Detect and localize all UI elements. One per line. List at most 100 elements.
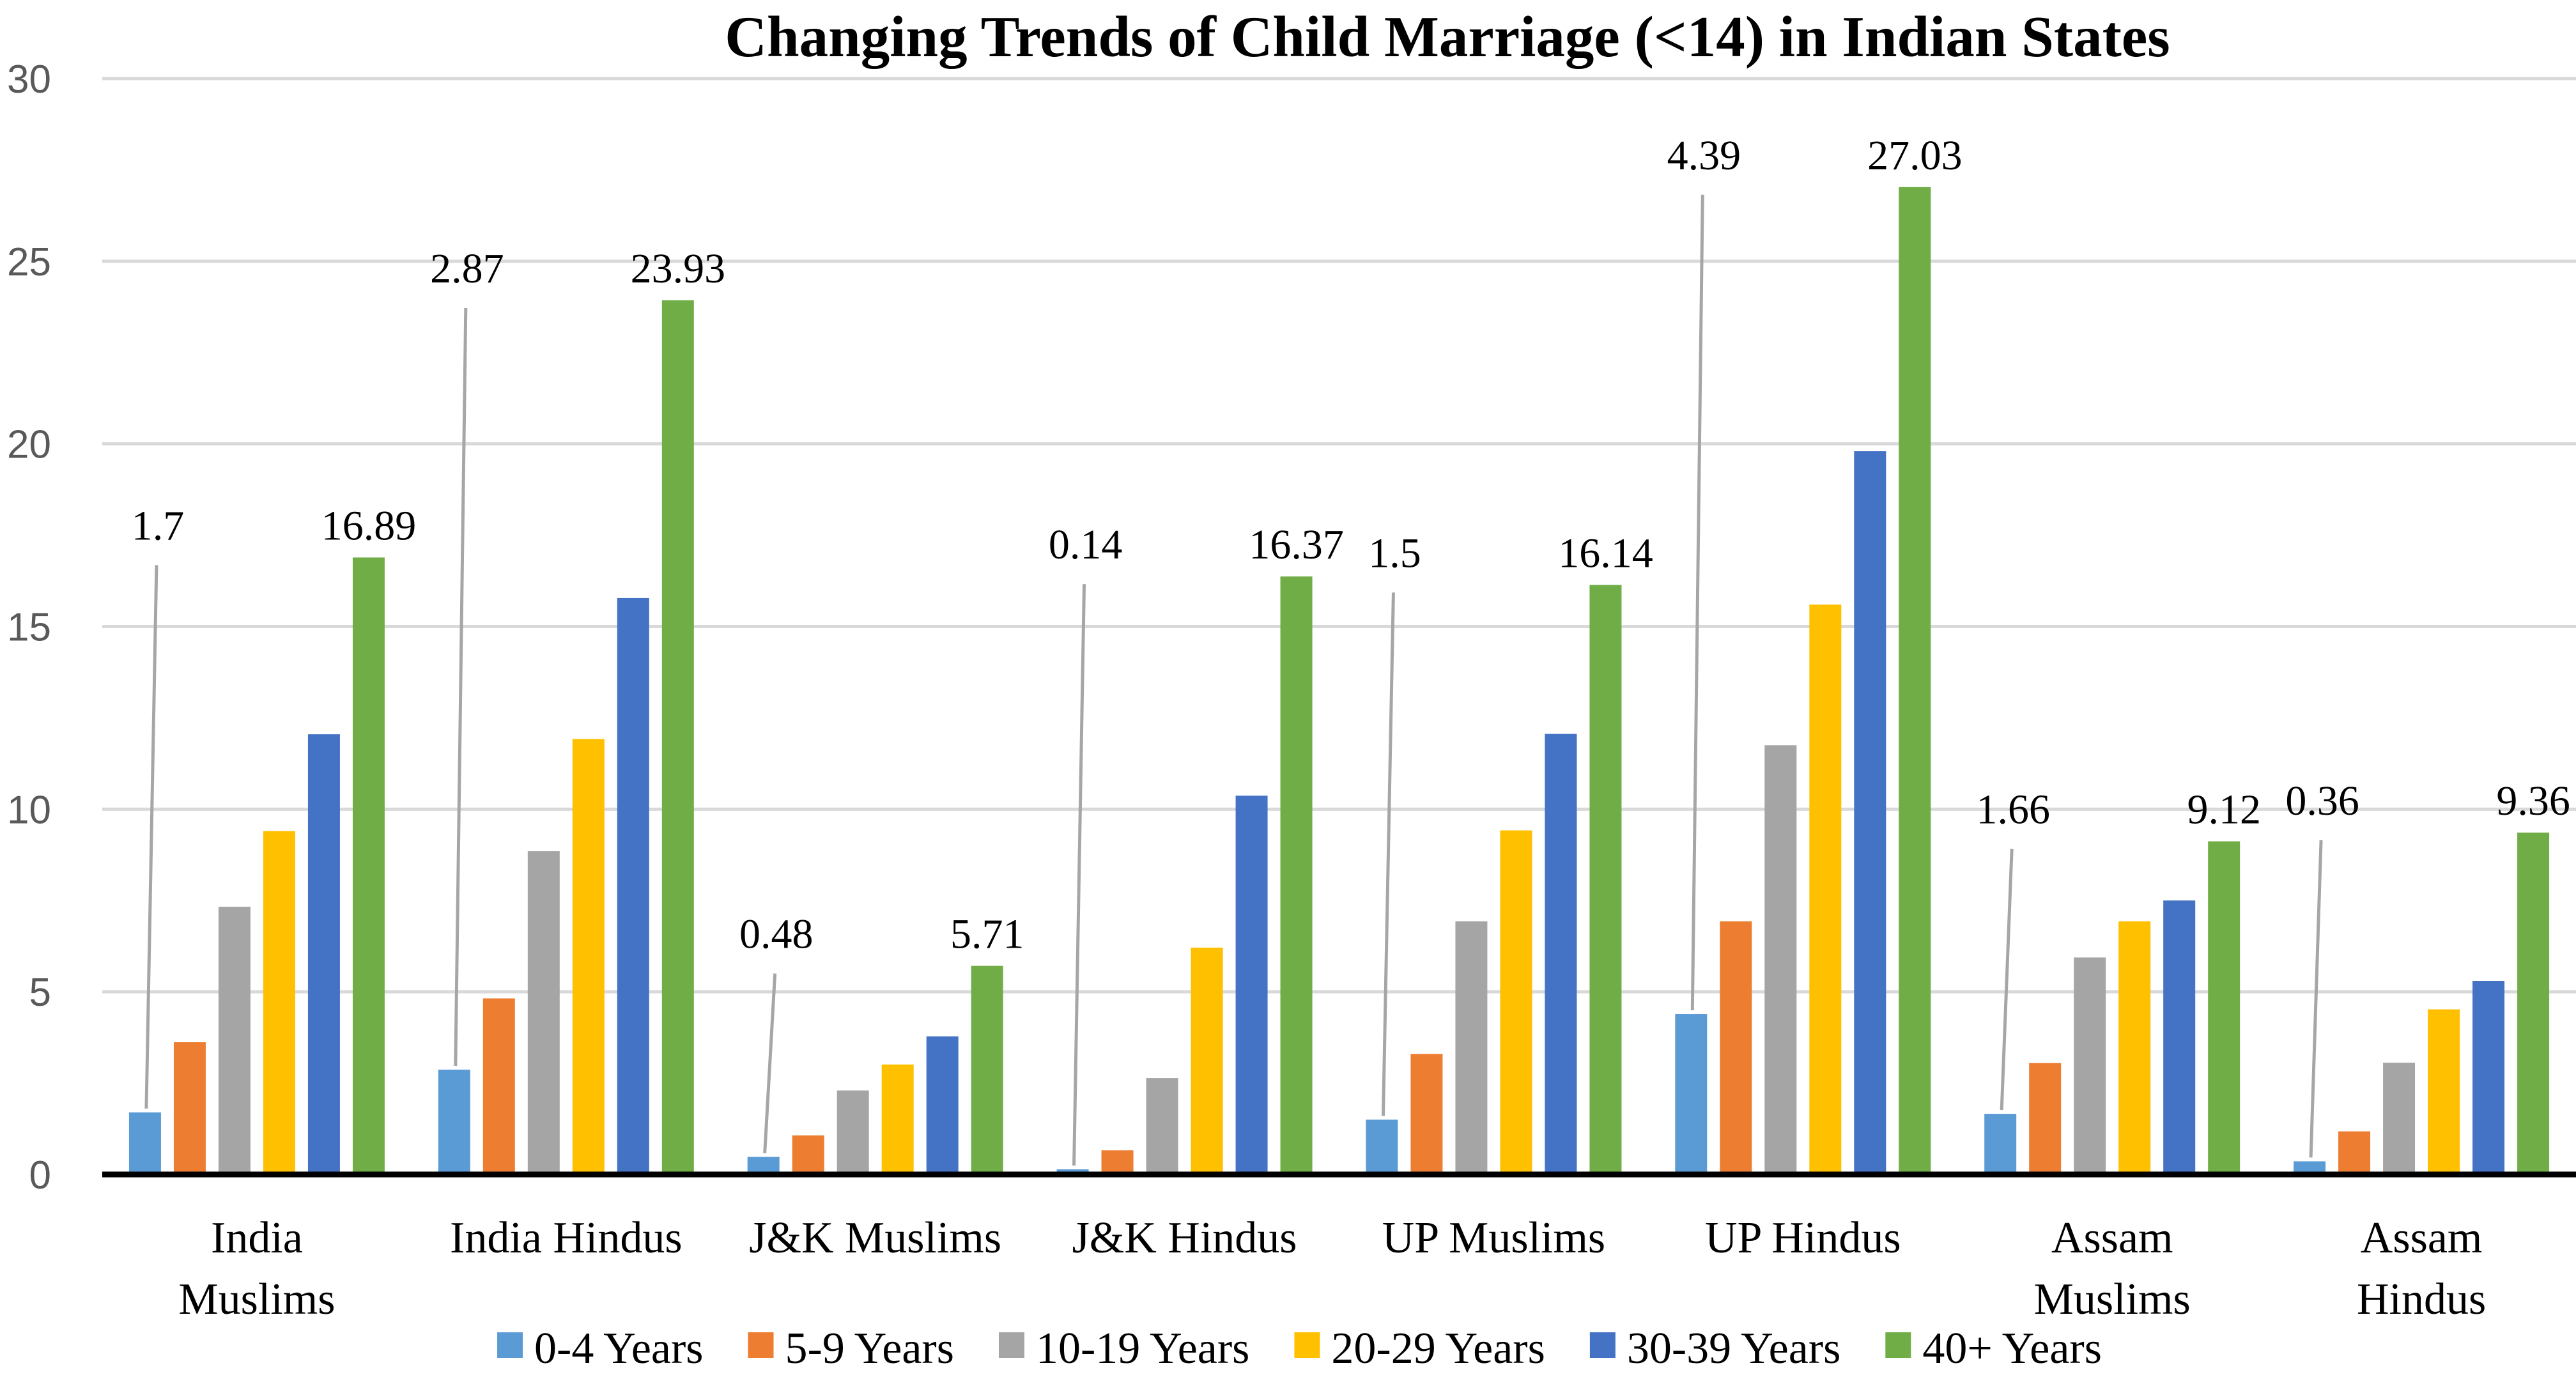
bar-40-years-1: [661, 300, 694, 1174]
bar-0-4-years-0: [128, 1112, 161, 1174]
legend-item-30-39-years: 30-39 Years: [1589, 1324, 1840, 1373]
data-label-0-4: 1.7: [132, 502, 185, 549]
data-label-0-4: 4.39: [1667, 132, 1741, 179]
bar-5-9-years-6: [2029, 1063, 2062, 1174]
legend-item-5-9-years: 5-9 Years: [748, 1324, 954, 1373]
bar-5-9-years-5: [1720, 921, 1752, 1174]
bar-0-4-years-1: [438, 1069, 470, 1174]
chart-title: Changing Trends of Child Marriage (<14) …: [725, 4, 2170, 69]
leader-line: [144, 565, 158, 1109]
bar-30-39-years-0: [307, 734, 340, 1174]
bar-40-years-0: [352, 557, 385, 1174]
data-label-40plus: 16.14: [1558, 530, 1653, 576]
y-tick-label: 15: [7, 606, 51, 650]
legend-swatch: [998, 1332, 1024, 1358]
legend-label: 20-29 Years: [1331, 1324, 1545, 1373]
legend-item-40-years: 40+ Years: [1885, 1324, 2102, 1373]
bar-40-years-6: [2208, 841, 2241, 1174]
bar-10-19-years-4: [1455, 921, 1488, 1174]
bar-20-29-years-5: [1809, 604, 1842, 1174]
bar-0-4-years-5: [1675, 1014, 1708, 1174]
data-label-40plus: 5.71: [950, 911, 1024, 958]
x-tick-label: India Hindus: [450, 1213, 683, 1263]
x-tick-label: Muslims: [178, 1275, 335, 1324]
bar-10-19-years-6: [2074, 957, 2106, 1174]
leader-line: [2309, 840, 2323, 1158]
bars: [128, 187, 2550, 1174]
leader-line: [454, 307, 468, 1066]
data-label-40plus: 9.12: [2187, 787, 2261, 833]
legend-swatch: [1885, 1332, 1911, 1358]
bar-5-9-years-2: [792, 1135, 824, 1174]
bar-5-9-years-7: [2338, 1131, 2371, 1174]
x-tick-label: Assam: [2051, 1213, 2173, 1263]
y-tick-label: 30: [7, 58, 51, 102]
data-label-0-4: 1.5: [1368, 530, 1421, 576]
y-tick-label: 20: [7, 423, 51, 467]
data-label-40plus: 27.03: [1867, 132, 1963, 179]
data-label-0-4: 1.66: [1976, 787, 2050, 833]
x-tick-label: India: [211, 1213, 303, 1263]
bar-40-years-3: [1280, 576, 1313, 1174]
bar-0-4-years-7: [2294, 1161, 2326, 1174]
bar-30-39-years-7: [2472, 981, 2505, 1174]
bar-30-39-years-6: [2163, 900, 2196, 1174]
bar-20-29-years-6: [2118, 921, 2151, 1174]
data-label-40plus: 23.93: [631, 245, 726, 292]
x-axis: India Muslims India Hindus J&K Muslims J&K H…: [178, 1213, 2486, 1324]
y-tick-label: 5: [29, 971, 51, 1015]
bar-10-19-years-7: [2383, 1063, 2416, 1174]
bar-20-29-years-7: [2428, 1009, 2460, 1174]
data-label-0-4: 0.48: [739, 911, 814, 958]
bar-30-39-years-4: [1545, 734, 1577, 1174]
legend: 0-4 Years 5-9 Years 10-19 Years 20-29 Years…: [497, 1324, 2102, 1373]
bar-5-9-years-3: [1101, 1150, 1134, 1174]
leader-line: [1690, 194, 1704, 1011]
x-tick-label: Hindus: [2357, 1275, 2486, 1324]
data-label-0-4: 2.87: [430, 245, 504, 292]
legend-swatch: [748, 1332, 774, 1358]
bar-10-19-years-1: [527, 851, 560, 1174]
bar-20-29-years-3: [1191, 947, 1223, 1174]
legend-swatch: [497, 1332, 523, 1358]
bar-0-4-years-4: [1366, 1120, 1398, 1174]
bar-30-39-years-3: [1235, 796, 1268, 1174]
legend-label: 5-9 Years: [785, 1324, 954, 1373]
bar-5-9-years-4: [1410, 1054, 1443, 1174]
legend-label: 30-39 Years: [1627, 1324, 1840, 1373]
x-tick-label: J&K Hindus: [1072, 1213, 1297, 1263]
bar-5-9-years-1: [482, 998, 515, 1174]
x-tick-label: Muslims: [2034, 1275, 2191, 1324]
legend-item-20-29-years: 20-29 Years: [1294, 1324, 1545, 1373]
bar-10-19-years-0: [218, 906, 251, 1174]
data-label-40plus: 16.37: [1249, 521, 1344, 568]
bar-40-years-7: [2517, 832, 2550, 1174]
bar-20-29-years-1: [572, 739, 605, 1174]
y-tick-label: 0: [29, 1153, 51, 1197]
bar-20-29-years-0: [263, 831, 295, 1174]
leader-line: [1072, 584, 1086, 1166]
y-tick-label: 25: [7, 240, 51, 284]
legend-item-10-19-years: 10-19 Years: [998, 1324, 1249, 1373]
leader-line: [2000, 849, 2014, 1111]
legend-item-0-4-years: 0-4 Years: [497, 1324, 704, 1373]
bar-30-39-years-2: [926, 1036, 959, 1174]
legend-label: 10-19 Years: [1036, 1324, 1249, 1373]
data-label-40plus: 9.36: [2496, 778, 2570, 824]
x-tick-label: Assam: [2361, 1213, 2483, 1263]
legend-swatch: [1589, 1332, 1616, 1358]
leader-line: [763, 973, 777, 1153]
x-tick-label: UP Muslims: [1382, 1213, 1605, 1263]
bar-30-39-years-1: [617, 597, 649, 1174]
bar-40-years-5: [1899, 187, 1931, 1174]
bar-40-years-2: [971, 966, 1003, 1174]
data-labels: 16.89 1.7 23.93 2.87 5.71 0.48 16.37 0.14 16.14 1…: [132, 132, 2570, 958]
bar-10-19-years-2: [837, 1090, 869, 1174]
data-label-40plus: 16.89: [321, 502, 417, 549]
data-label-0-4: 0.14: [1049, 521, 1123, 568]
bar-0-4-years-6: [1984, 1114, 2017, 1174]
bar-20-29-years-2: [881, 1064, 914, 1174]
bar-0-4-years-2: [747, 1157, 780, 1174]
leader-lines: [144, 194, 2323, 1166]
